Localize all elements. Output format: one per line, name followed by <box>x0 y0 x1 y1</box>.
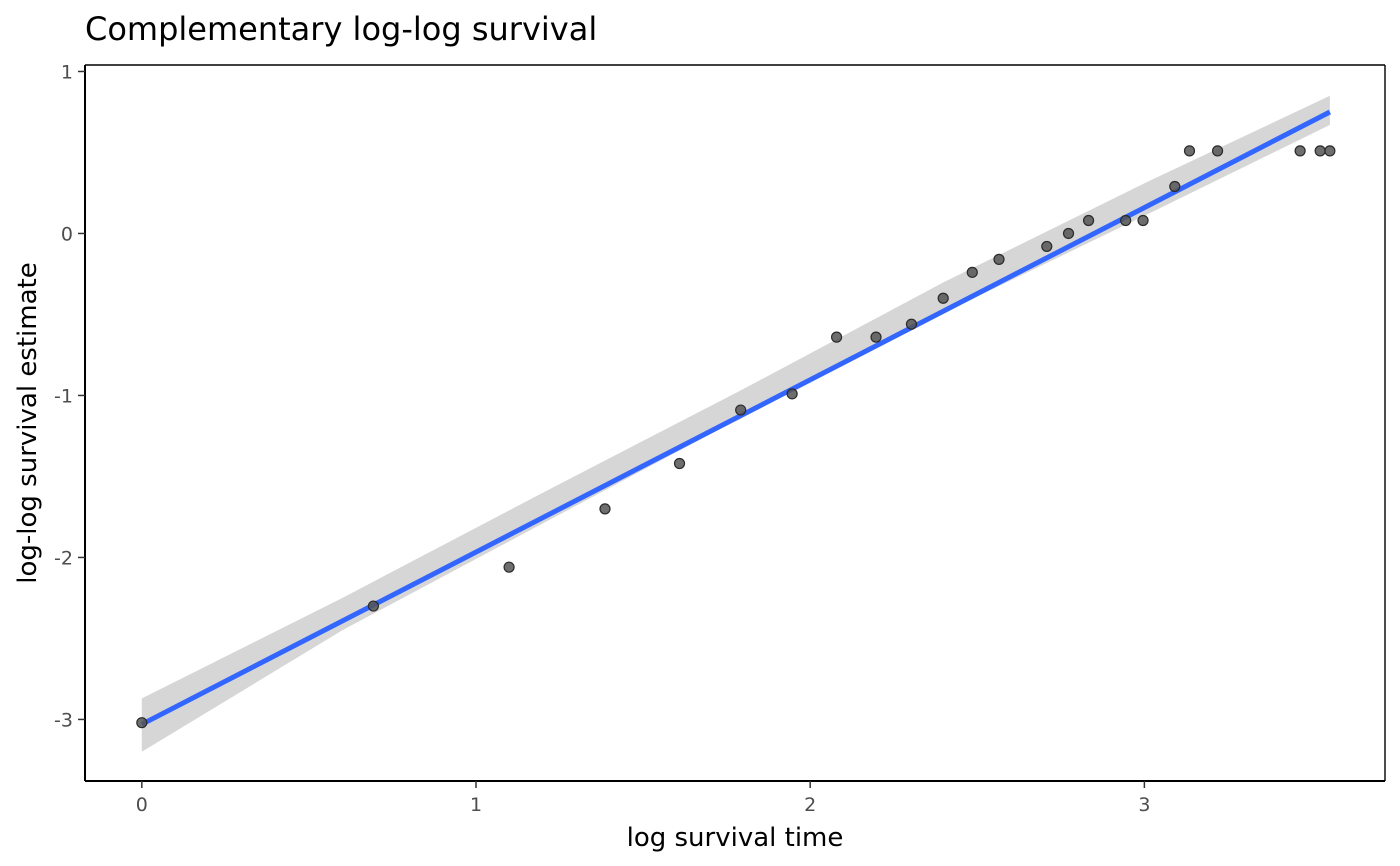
confidence-band-layer <box>141 95 1330 752</box>
x-tick-label: 2 <box>804 794 816 816</box>
data-point <box>1082 214 1095 227</box>
y-ticks: -3 -2 -1 0 1 <box>54 61 85 731</box>
data-point <box>1211 145 1224 157</box>
data-point <box>599 503 611 515</box>
data-point <box>1294 145 1306 157</box>
fit-line-layer <box>140 109 1332 727</box>
x-ticks: 0 1 2 3 <box>136 781 1150 816</box>
fit-line <box>140 109 1332 727</box>
data-point <box>1169 180 1181 193</box>
data-point <box>1137 214 1149 227</box>
data-point <box>786 388 798 400</box>
y-axis-label: log-log survival estimate <box>13 262 43 583</box>
x-tick-label: 3 <box>1138 794 1150 816</box>
x-tick-label: 0 <box>136 794 148 816</box>
data-point <box>735 404 747 416</box>
data-points-layer <box>136 145 1336 729</box>
data-point <box>905 318 918 330</box>
data-point <box>1183 145 1196 157</box>
confidence-band <box>141 95 1330 752</box>
data-point <box>1041 240 1053 253</box>
y-tick-label: -2 <box>54 547 73 569</box>
y-tick-label: 1 <box>61 61 73 83</box>
data-point <box>367 600 380 612</box>
data-point <box>830 331 843 343</box>
y-tick-label: -1 <box>54 385 73 407</box>
data-point <box>503 561 515 573</box>
data-point <box>136 717 148 729</box>
data-point <box>937 292 949 304</box>
x-axis-label: log survival time <box>627 823 844 853</box>
data-point <box>993 253 1005 265</box>
x-tick-label: 1 <box>470 794 482 816</box>
data-point <box>1314 145 1326 157</box>
data-point <box>966 266 978 278</box>
data-point <box>870 331 882 343</box>
chart-title: Complementary log-log survival <box>85 10 597 48</box>
y-tick-label: -3 <box>54 709 73 731</box>
axes <box>84 64 1386 782</box>
data-point <box>1062 227 1075 240</box>
data-point <box>1324 145 1336 157</box>
data-point <box>1120 214 1132 227</box>
data-point <box>673 457 686 470</box>
y-tick-label: 0 <box>61 223 73 245</box>
